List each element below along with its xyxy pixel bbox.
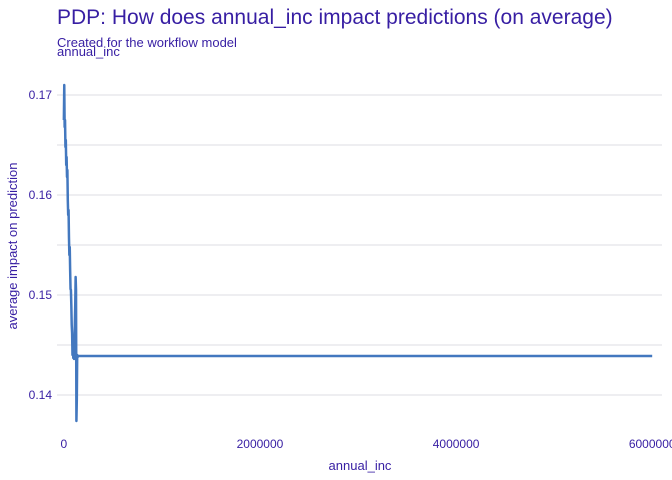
grid-lines xyxy=(57,94,662,396)
x-tick-label: 6000000 xyxy=(629,437,672,451)
y-tick-label: 0.17 xyxy=(29,88,53,102)
chart-title: PDP: How does annual_inc impact predicti… xyxy=(57,6,613,29)
x-axis-title: annual_inc xyxy=(329,458,392,473)
y-tick-label: 0.15 xyxy=(29,288,53,302)
series-lines xyxy=(62,83,653,423)
series-line xyxy=(62,83,653,423)
y-tick-label: 0.14 xyxy=(29,388,53,402)
x-tick-label: 2000000 xyxy=(237,437,284,451)
panel-label: annual_inc xyxy=(57,44,120,59)
y-tick-label: 0.16 xyxy=(29,188,53,202)
chart-subtitle: Created for the workflow model xyxy=(57,35,237,50)
tick-labels: 0.14 0.15 0.16 0.17 0 2000000 4000000 6000000 xyxy=(29,88,672,451)
x-tick-label: 4000000 xyxy=(433,437,480,451)
x-tick-label: 0 xyxy=(61,437,68,451)
y-axis-title: average impact on prediction xyxy=(5,163,20,330)
